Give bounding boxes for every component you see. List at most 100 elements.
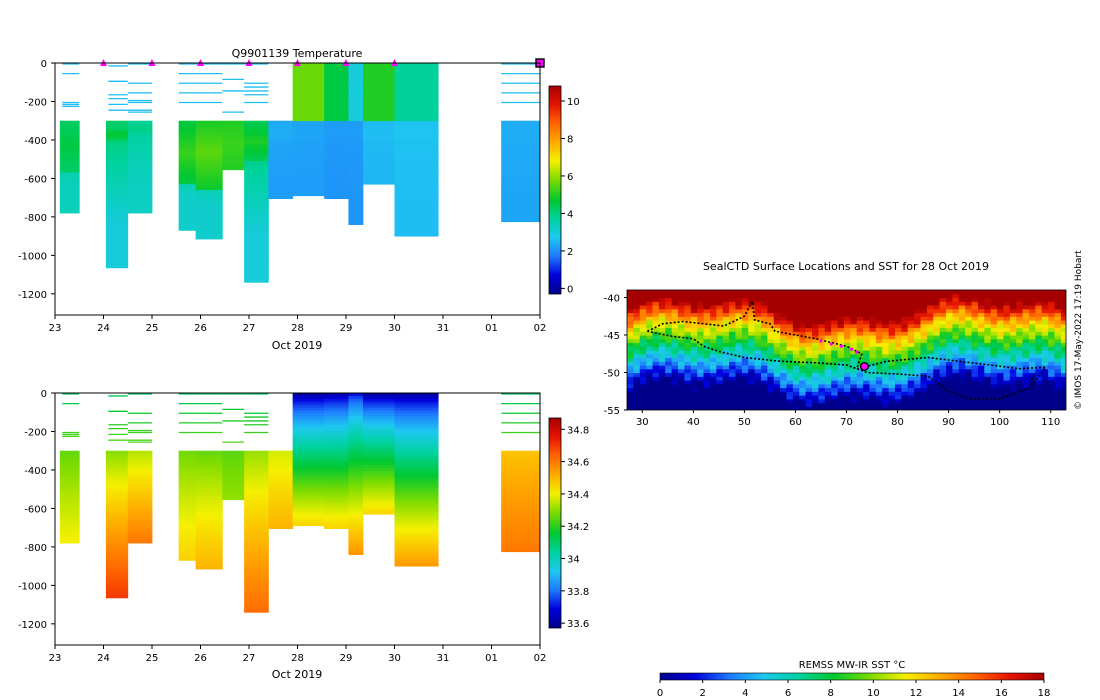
sst-cell (805, 301, 813, 306)
sst-cell (665, 376, 673, 381)
sst-cell (882, 406, 890, 410)
sst-cell (1009, 406, 1017, 410)
sst-cell (671, 383, 679, 389)
sst-cell (888, 327, 896, 332)
sst-cell (709, 301, 717, 306)
sst-cell (1022, 372, 1030, 377)
sst-cell (652, 361, 660, 366)
sst-cell (812, 391, 820, 396)
profile-6-cell (244, 126, 269, 130)
sst-cell (824, 391, 832, 396)
profile-7-cell (268, 502, 294, 506)
profile-12-cell (394, 230, 439, 234)
sst-cell (914, 346, 922, 351)
sst-cell (690, 293, 698, 299)
profile-7-cell (268, 178, 294, 182)
profile-10-cell (348, 522, 364, 527)
sst-cell (894, 380, 902, 385)
sst-cell (780, 402, 788, 407)
sst-cell (684, 376, 692, 381)
sst-cell (824, 297, 832, 302)
profile-13-cell (501, 149, 540, 153)
profile-10-cell (348, 163, 364, 168)
profile-11-cell (362, 465, 395, 469)
sst-cell (907, 383, 915, 389)
profile-4-cell (195, 493, 223, 498)
sst-cell (863, 308, 871, 314)
profile-6-cell (244, 256, 269, 260)
sst-cell (697, 398, 705, 404)
sst-cell (984, 297, 992, 302)
sst-cell (875, 406, 883, 410)
profile-0-cell (59, 207, 80, 211)
profile-0-cell (59, 525, 80, 530)
sst-cell (658, 383, 666, 389)
profile-6-cell (244, 470, 269, 475)
profile-6-cell (244, 589, 269, 593)
sst-cell (767, 398, 775, 404)
sst-cell (665, 391, 673, 396)
sst-cell (863, 338, 871, 344)
sst-cell (805, 376, 813, 381)
sst-cell (888, 301, 896, 306)
profile-8-cell (292, 499, 325, 504)
sst-cell (754, 398, 762, 404)
sst-cell (843, 387, 851, 392)
sst-cell (1041, 312, 1049, 317)
profile-6-cell (244, 233, 269, 237)
profile-8-cell (292, 178, 325, 182)
sst-cell (914, 387, 922, 392)
sst-cell (977, 398, 985, 404)
profile-10-cell (348, 106, 364, 110)
sst-cell (818, 327, 826, 332)
sst-cell (1028, 357, 1036, 362)
sst-cell (946, 346, 954, 351)
profile-10-cell (348, 442, 364, 446)
sst-cell (946, 372, 954, 377)
sst-cell (671, 361, 679, 366)
sst-cell (792, 342, 800, 347)
profile-13-cell (501, 181, 540, 185)
sst-cell (901, 398, 909, 404)
profile-2-cell (127, 450, 153, 454)
sst-cell (946, 297, 954, 302)
sst-cell (1054, 293, 1062, 299)
profile-12-cell (394, 543, 439, 547)
sst-cell (684, 290, 692, 295)
sst-cell (627, 338, 634, 344)
sst-cell (1041, 376, 1049, 381)
sst-cell (773, 357, 781, 362)
sst-cell (805, 372, 813, 377)
profile-8-cell (292, 123, 325, 127)
sst-cell (977, 391, 985, 396)
sst-cell (716, 320, 724, 325)
profile-8-cell (292, 109, 325, 113)
sst-cell (882, 395, 890, 400)
sst-cell (831, 368, 839, 374)
sst-cell (933, 346, 941, 351)
sst-cell (722, 293, 730, 299)
sst-cell (965, 297, 973, 302)
profile-9-cell (324, 508, 349, 512)
sst-cell (1041, 335, 1049, 340)
sst-cell (703, 346, 711, 351)
profile-3-cell (178, 450, 197, 454)
sst-cell (703, 353, 711, 359)
sst-cell (709, 350, 717, 355)
profile-6-cell (244, 140, 269, 145)
sst-cell (824, 395, 832, 400)
sst-cell (926, 301, 934, 306)
profile-6-cell (244, 594, 269, 599)
sst-cell (652, 395, 660, 400)
sst-cell (1009, 350, 1017, 355)
sst-cell (920, 323, 928, 329)
profile-2-cell (127, 189, 153, 194)
salinity-plot-area (59, 393, 540, 613)
sst-cell (863, 368, 871, 374)
sst-cell (658, 353, 666, 359)
profile-0-cell (59, 152, 80, 156)
sst-cell (792, 402, 800, 407)
sst-cell (856, 380, 864, 385)
sst-cell (894, 395, 902, 400)
